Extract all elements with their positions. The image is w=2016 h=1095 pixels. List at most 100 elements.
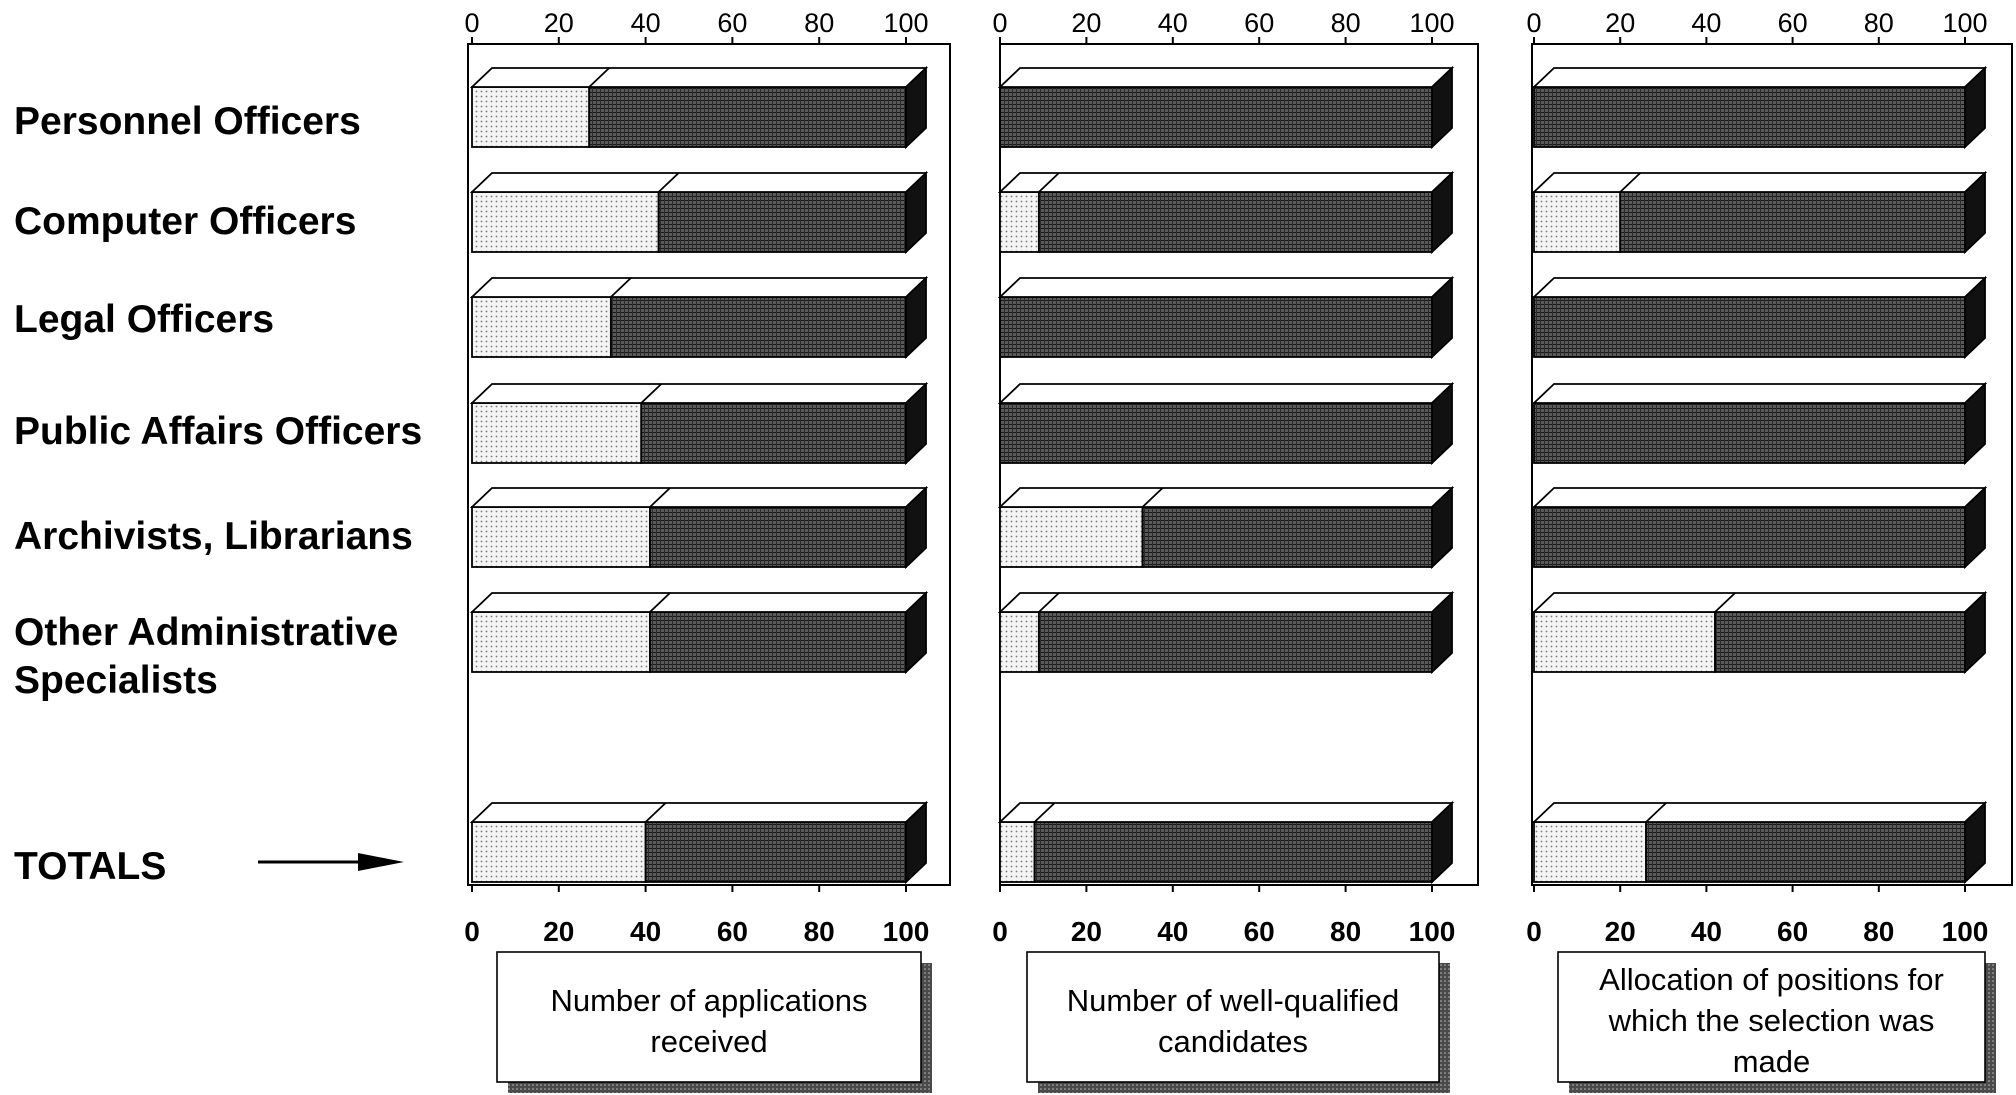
- bar-top-face: [1531, 487, 1988, 508]
- bar-top-face: [1531, 172, 1988, 193]
- caption-box: [1026, 951, 1440, 1083]
- bar-top-face: [997, 383, 1455, 404]
- bar-top-face: [1531, 277, 1988, 298]
- category-label: Computer Officers: [14, 200, 356, 243]
- bottom-tick-label: 0: [1526, 916, 1542, 947]
- bar-top-face: [997, 802, 1455, 823]
- bar-side-face: [1964, 590, 1986, 675]
- bar-segment-dark: [1141, 506, 1433, 568]
- bar-side-face: [1431, 65, 1453, 150]
- bar-group: [997, 800, 1455, 885]
- bar-segment-dark: [649, 506, 907, 568]
- top-tick-label: 100: [1942, 8, 1987, 38]
- chart-panel: 0 0 20 20 40 40 60 60 80 80 100 100 Number of applic…: [464, 8, 951, 1093]
- bar-side-face: [905, 65, 927, 150]
- category-label: TOTALS: [14, 845, 166, 888]
- bar-segment-light: [471, 402, 643, 464]
- bar-segment-dark: [644, 821, 907, 883]
- bar-segment-light: [1533, 821, 1647, 883]
- bar-side-face: [1964, 65, 1986, 150]
- bar-segment-dark: [1533, 506, 1966, 568]
- panels: 0 0 20 20 40 40 60 60 80 80 100 100 Number of applic…: [464, 8, 2013, 1093]
- bar-top-face: [997, 487, 1455, 508]
- bar-group: [997, 590, 1455, 675]
- top-tick-label: 100: [1409, 8, 1454, 38]
- bar-segment-dark: [588, 86, 907, 148]
- top-tick-label: 40: [1691, 8, 1721, 38]
- bar-top-divider: [649, 592, 671, 613]
- bar-group: [1531, 800, 1988, 885]
- bottom-tick-label: 40: [1691, 916, 1722, 947]
- bar-group: [1531, 381, 1988, 466]
- bar-side-face: [1964, 170, 1986, 255]
- bar-top-divider: [1033, 802, 1056, 823]
- chart-panel: 0 0 20 20 40 40 60 60 80 80 100 100 Number of well-q…: [992, 8, 1479, 1093]
- bar-segment-dark: [657, 191, 907, 253]
- bar-side-face: [905, 590, 927, 675]
- bar-group: [1531, 485, 1988, 570]
- bar-segment-light: [471, 191, 660, 253]
- panel-caption: Number of applications received: [550, 983, 867, 1059]
- caption-box: [1557, 951, 1986, 1083]
- bar-top-face: [1531, 592, 1988, 613]
- bar-side-face: [1964, 800, 1986, 885]
- bar-top-face: [1531, 383, 1988, 404]
- top-tick-label: 60: [1244, 8, 1274, 38]
- bottom-tick-label: 80: [1863, 916, 1894, 947]
- bottom-tick-label: 60: [1244, 916, 1275, 947]
- bar-side-face: [905, 275, 927, 360]
- bar-top-divider: [1714, 592, 1736, 613]
- bar-top-face: [997, 592, 1455, 613]
- bar-segment-light: [999, 191, 1040, 253]
- bar-group: [997, 170, 1455, 255]
- bar-segment-dark: [649, 611, 907, 673]
- top-tick-label: 40: [1158, 8, 1188, 38]
- top-tick-label: 20: [544, 8, 574, 38]
- top-tick-label: 80: [1864, 8, 1894, 38]
- bar-top-face: [469, 383, 929, 404]
- bar-group: [1531, 170, 1988, 255]
- bar-group: [469, 800, 929, 885]
- bar-top-face: [469, 802, 929, 823]
- bar-segment-dark: [1645, 821, 1966, 883]
- category-label: Legal Officers: [14, 298, 274, 341]
- top-tick-label: 40: [631, 8, 661, 38]
- bar-top-face: [469, 592, 929, 613]
- bar-segment-dark: [1533, 86, 1966, 148]
- bar-segment-light: [471, 506, 651, 568]
- bar-top-divider: [1038, 172, 1060, 193]
- bar-side-face: [1431, 800, 1453, 885]
- top-tick-label: 100: [883, 8, 928, 38]
- bar-group: [1531, 275, 1988, 360]
- top-tick-label: 80: [804, 8, 834, 38]
- bar-segment-light: [999, 611, 1040, 673]
- bar-group: [469, 381, 929, 466]
- bar-segment-dark: [999, 296, 1433, 358]
- bar-side-face: [905, 381, 927, 466]
- bar-segment-light: [999, 821, 1036, 883]
- bar-segment-light: [1533, 611, 1716, 673]
- bottom-tick-label: 80: [1330, 916, 1361, 947]
- bottom-tick-label: 20: [1605, 916, 1636, 947]
- bar-group: [469, 275, 929, 360]
- bottom-tick-label: 40: [630, 916, 661, 947]
- bar-top-divider: [1141, 487, 1164, 508]
- bar-group: [469, 65, 929, 150]
- bar-segment-light: [471, 611, 651, 673]
- bar-side-face: [1964, 485, 1986, 570]
- bar-group: [1531, 65, 1988, 150]
- bar-top-face: [997, 172, 1455, 193]
- bar-top-face: [469, 67, 929, 88]
- bar-segment-dark: [609, 296, 907, 358]
- category-labels: Personnel Officers Computer Officers Legal…: [14, 100, 422, 888]
- bar-group: [469, 590, 929, 675]
- caption-box: [496, 951, 922, 1083]
- bar-side-face: [1964, 275, 1986, 360]
- bar-segment-dark: [1037, 191, 1433, 253]
- bottom-tick-label: 60: [717, 916, 748, 947]
- totals-arrow-icon: [258, 853, 404, 871]
- bar-side-face: [905, 800, 927, 885]
- category-label: Other Administrative Specialists: [14, 611, 398, 702]
- bottom-tick-label: 0: [992, 916, 1008, 947]
- bar-top-face: [1531, 802, 1988, 823]
